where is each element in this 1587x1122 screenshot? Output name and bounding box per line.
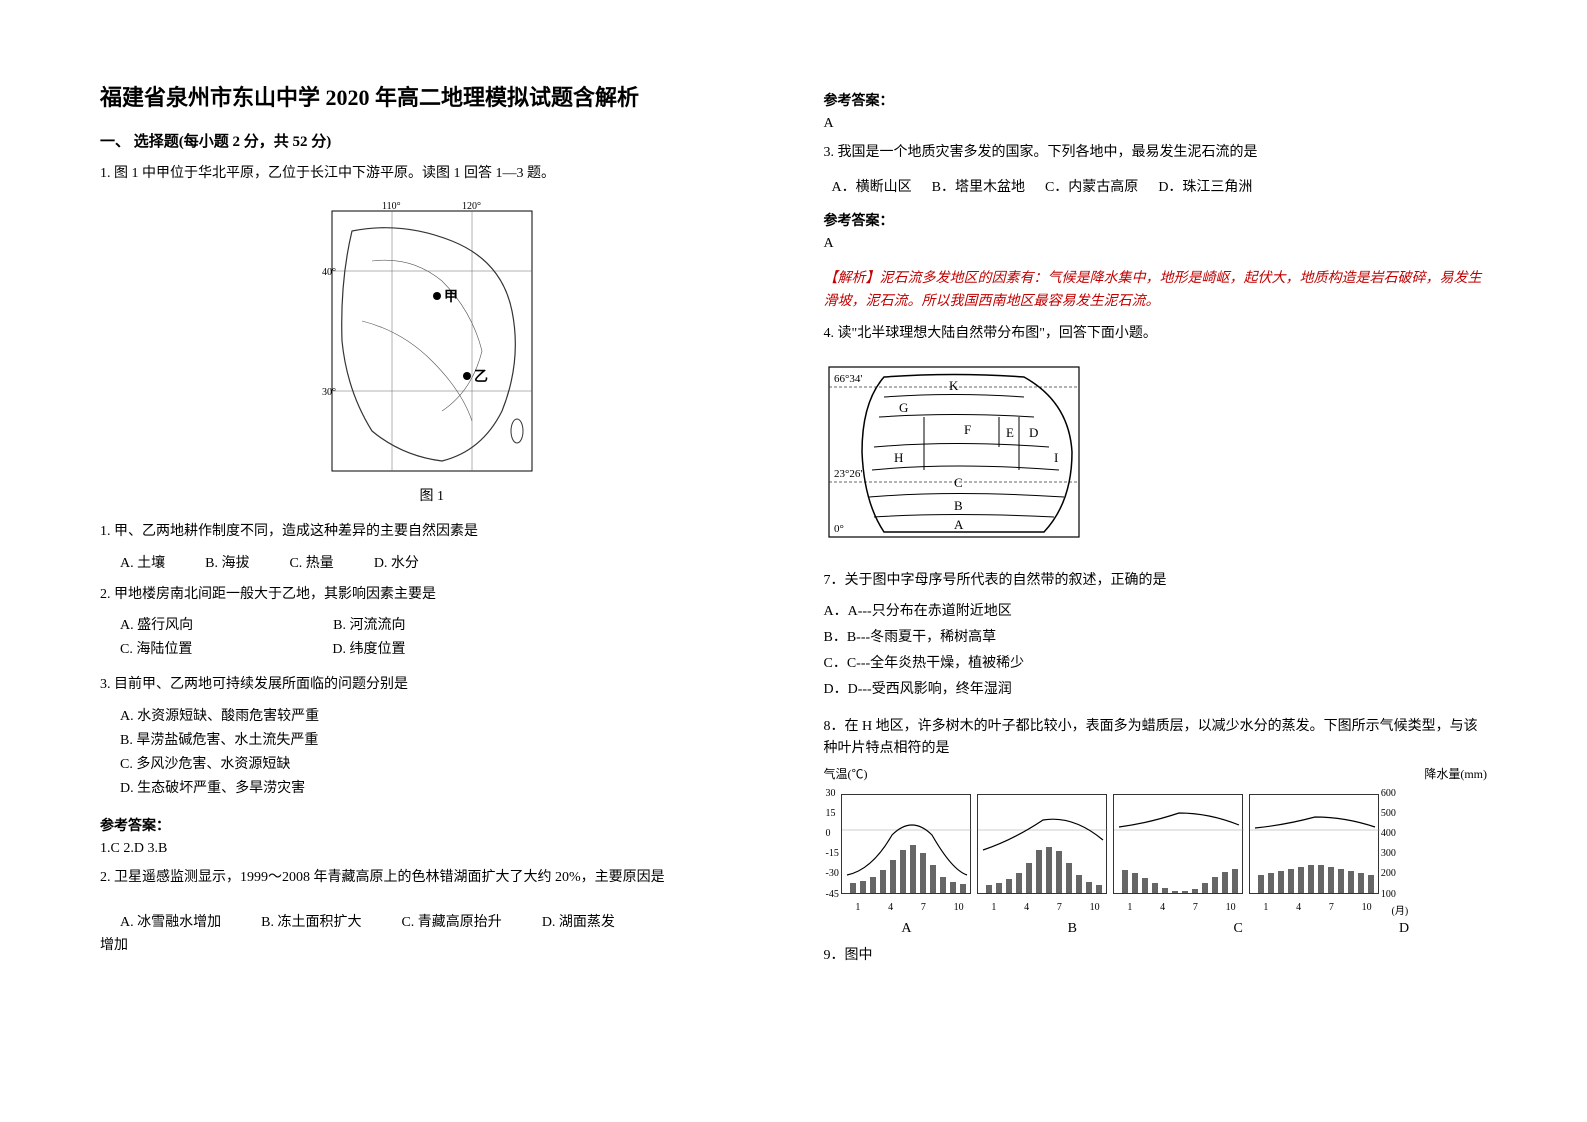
q1-sub2-options: A. 盛行风向 B. 河流流向 C. 海陆位置 D. 纬度位置 <box>120 614 764 662</box>
natural-zone-diagram: 66°34' 23°26' 0° K G F E D H I C B <box>824 362 1084 542</box>
opt-b: B. 旱涝盐碱危害、水土流失严重 <box>120 729 764 749</box>
svg-text:0°: 0° <box>834 523 844 535</box>
opt-c: C. 热量 <box>289 552 333 572</box>
svg-text:H: H <box>894 450 903 465</box>
q4-sub7-options: A．A---只分布在赤道附近地区 B．B---冬雨夏干，稀树高草 C．C---全… <box>824 600 1488 704</box>
q1-stem: 1. 图 1 中甲位于华北平原，乙位于长江中下游平原。读图 1 回答 1—3 题… <box>100 163 764 185</box>
exam-title: 福建省泉州市东山中学 2020 年高二地理模拟试题含解析 <box>100 80 764 112</box>
svg-text:40°: 40° <box>322 267 336 278</box>
temp-axis-label: 气温(℃) <box>824 765 868 782</box>
svg-text:I: I <box>1054 450 1058 465</box>
opt-b: B. 冻土面积扩大 <box>261 911 361 931</box>
right-y-ticks: 600 500 400 300 200 100 <box>1379 786 1398 902</box>
q3-analysis: 【解析】泥石流多发地区的因素有：气候是降水集中，地形是崎岖，起伏大，地质构造是岩… <box>824 268 1488 313</box>
climate-x-ticks: 1 4 7 10 1 4 7 10 1 4 7 10 1 4 7 10 (月) <box>842 902 1488 917</box>
q2-tail: 增加 <box>100 935 764 957</box>
svg-text:120°: 120° <box>462 201 481 212</box>
svg-text:30°: 30° <box>322 387 336 398</box>
climate-label-b: B <box>989 921 1155 937</box>
opt-a: A．横断山区 <box>832 176 912 196</box>
opt-d: D．D---受西风影响，终年湿润 <box>824 678 1488 698</box>
q3-answer: A <box>824 236 1488 252</box>
q4-sub7: 7．关于图中字母序号所代表的自然带的叙述，正确的是 <box>824 570 1488 592</box>
opt-a: A. 盛行风向 <box>120 614 193 634</box>
left-column: 福建省泉州市东山中学 2020 年高二地理模拟试题含解析 一、 选择题(每小题 … <box>100 80 764 1082</box>
q3-options: A．横断山区 B．塔里木盆地 C．内蒙古高原 D．珠江三角洲 <box>832 176 1488 196</box>
right-column: 参考答案： A 3. 我国是一个地质灾害多发的国家。下列各地中，最易发生泥石流的… <box>824 80 1488 1082</box>
q2-stem: 2. 卫星遥感监测显示，1999～2008 年青藏高原上的色林错湖面扩大了大约 … <box>100 867 764 889</box>
zone-figure: 66°34' 23°26' 0° K G F E D H I C B <box>824 362 1488 542</box>
climate-label-c: C <box>1155 921 1321 937</box>
climate-chart-b <box>977 794 1107 894</box>
opt-a: A. 冰雪融水增加 <box>120 911 221 931</box>
china-map-figure: 110° 120° 40° 30° 甲 乙 <box>322 201 542 481</box>
q1-answer: 1.C 2.D 3.B <box>100 841 764 857</box>
svg-text:23°26': 23°26' <box>834 468 862 480</box>
opt-b: B．塔里木盆地 <box>932 176 1025 196</box>
q1-sub1: 1. 甲、乙两地耕作制度不同，造成这种差异的主要自然因素是 <box>100 521 764 543</box>
q1-answer-header: 参考答案： <box>100 815 764 835</box>
svg-text:D: D <box>1029 425 1038 440</box>
opt-b: B. 河流流向 <box>333 614 405 634</box>
climate-option-labels: A B C D <box>824 921 1488 937</box>
precip-axis-label: 降水量(mm) <box>1424 765 1487 782</box>
climate-charts-container: 30 15 0 -15 -30 -45 <box>824 786 1488 902</box>
opt-d: D. 纬度位置 <box>332 638 405 658</box>
opt-c: C．C---全年炎热干燥，植被稀少 <box>824 652 1488 672</box>
svg-text:A: A <box>954 517 964 532</box>
climate-chart-c <box>1113 794 1243 894</box>
svg-text:66°34': 66°34' <box>834 373 862 385</box>
q1-sub2: 2. 甲地楼房南北间距一般大于乙地，其影响因素主要是 <box>100 584 764 606</box>
svg-text:E: E <box>1006 425 1014 440</box>
opt-d: D. 湖面蒸发 <box>542 911 615 931</box>
q4-sub9: 9．图中 <box>824 945 1488 967</box>
svg-text:110°: 110° <box>382 201 401 212</box>
climate-label-d: D <box>1321 921 1487 937</box>
opt-b: B．B---冬雨夏干，稀树高草 <box>824 626 1488 646</box>
svg-text:G: G <box>899 400 908 415</box>
figure-1-caption: 图 1 <box>420 485 445 505</box>
opt-d: D. 生态破坏严重、多旱涝灾害 <box>120 777 764 797</box>
q2-answer: A <box>824 116 1488 132</box>
opt-a: A. 水资源短缺、酸雨危害较严重 <box>120 705 764 725</box>
climate-chart-a <box>841 794 971 894</box>
q4-stem: 4. 读"北半球理想大陆自然带分布图"，回答下面小题。 <box>824 323 1488 345</box>
q3-stem: 3. 我国是一个地质灾害多发的国家。下列各地中，最易发生泥石流的是 <box>824 142 1488 164</box>
q3-answer-header: 参考答案： <box>824 210 1488 230</box>
left-y-ticks: 30 15 0 -15 -30 -45 <box>824 786 841 902</box>
month-unit: (月) <box>1392 902 1409 917</box>
svg-text:B: B <box>954 498 963 513</box>
q2-answer-header: 参考答案： <box>824 90 1488 110</box>
svg-text:甲: 甲 <box>444 289 458 305</box>
svg-text:F: F <box>964 422 971 437</box>
opt-c: C. 多风沙危害、水资源短缺 <box>120 753 764 773</box>
q4-sub8: 8．在 H 地区，许多树木的叶子都比较小，表面多为蜡质层，以减少水分的蒸发。下图… <box>824 716 1488 761</box>
opt-c: C. 海陆位置 <box>120 638 192 658</box>
q1-sub1-options: A. 土壤 B. 海拔 C. 热量 D. 水分 <box>120 552 764 572</box>
section-header: 一、 选择题(每小题 2 分，共 52 分) <box>100 130 764 151</box>
climate-row <box>841 794 1379 894</box>
opt-a: A．A---只分布在赤道附近地区 <box>824 600 1488 620</box>
opt-c: C. 青藏高原抬升 <box>401 911 501 931</box>
svg-text:乙: 乙 <box>474 369 488 385</box>
opt-d: D．珠江三角洲 <box>1158 176 1252 196</box>
opt-a: A. 土壤 <box>120 552 165 572</box>
figure-1: 110° 120° 40° 30° 甲 乙 图 1 <box>100 201 764 505</box>
climate-axis-labels: 气温(℃) 降水量(mm) <box>824 765 1488 784</box>
climate-chart-d <box>1249 794 1379 894</box>
opt-b: B. 海拔 <box>205 552 249 572</box>
opt-d: D. 水分 <box>374 552 419 572</box>
q2-options: A. 冰雪融水增加 B. 冻土面积扩大 C. 青藏高原抬升 D. 湖面蒸发 <box>120 911 764 931</box>
q1-sub3: 3. 目前甲、乙两地可持续发展所面临的问题分别是 <box>100 674 764 696</box>
svg-text:C: C <box>954 475 963 490</box>
opt-c: C．内蒙古高原 <box>1045 176 1138 196</box>
svg-text:K: K <box>949 378 959 393</box>
q1-sub3-options: A. 水资源短缺、酸雨危害较严重 B. 旱涝盐碱危害、水土流失严重 C. 多风沙… <box>120 705 764 801</box>
climate-label-a: A <box>824 921 990 937</box>
